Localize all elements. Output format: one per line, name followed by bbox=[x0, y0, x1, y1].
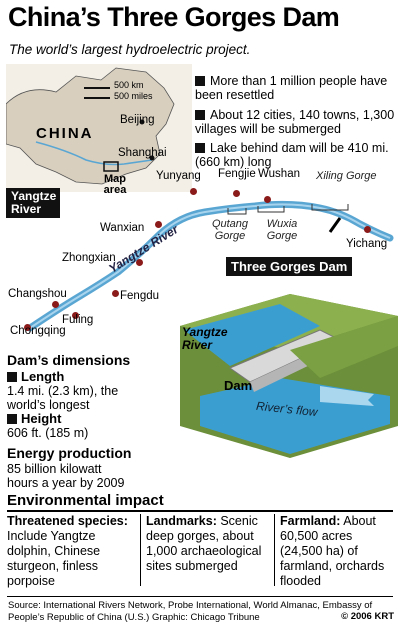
length-value: 1.4 mi. (2.3 km), the world’s longest bbox=[7, 384, 119, 412]
dot-yunyang bbox=[190, 188, 197, 195]
city-yunyang: Yunyang bbox=[156, 170, 201, 182]
env-col-farmland: Farmland: About 60,500 acres (24,500 ha)… bbox=[280, 514, 385, 588]
gorge-xiling: Xiling Gorge bbox=[316, 170, 377, 182]
three-gorges-dam-label: Three Gorges Dam bbox=[226, 257, 353, 276]
bullet-square bbox=[7, 414, 17, 424]
scale-km: 500 km bbox=[114, 80, 144, 90]
dimensions-heading: Dam’s dimensions bbox=[7, 352, 131, 368]
environment-heading: Environmental impact bbox=[7, 492, 164, 509]
diagram-river-label: Yangtze River bbox=[182, 325, 228, 352]
city-fengjie: Fengjie bbox=[218, 168, 256, 180]
copyright: © 2006 KRT bbox=[341, 611, 394, 622]
env-col-landmarks: Landmarks: Scenic deep gorges, about 1,0… bbox=[146, 514, 262, 573]
bullet-square bbox=[195, 76, 205, 86]
fact-submerged: About 12 cities, 140 towns, 1,300 villag… bbox=[195, 108, 395, 136]
city-wushan: Wushan bbox=[258, 168, 300, 180]
bullet-square bbox=[195, 143, 205, 153]
shanghai-label: Shanghai bbox=[118, 147, 167, 159]
locator-map: 500 km 500 miles CHINA Beijing Shanghai … bbox=[5, 64, 192, 196]
city-chongqing: Chongqing bbox=[10, 325, 66, 337]
city-fengdu: Fengdu bbox=[120, 290, 160, 302]
scale-miles: 500 miles bbox=[114, 91, 153, 101]
page-title: China’s Three Gorges Dam bbox=[8, 2, 340, 32]
dot-wushan bbox=[264, 196, 271, 203]
dot-fengdu bbox=[112, 290, 119, 297]
length-label: Length bbox=[7, 370, 64, 384]
river-map: Yunyang Fengjie Wushan Wanxian Zhongxian… bbox=[0, 168, 400, 338]
city-fuling: Fuling bbox=[62, 314, 94, 326]
page-subtitle: The world’s largest hydroelectric projec… bbox=[9, 42, 251, 57]
dot-chongqing bbox=[24, 324, 31, 331]
dot-fengjie bbox=[233, 190, 240, 197]
env-col-species: Threatened species: Include Yangtze dolp… bbox=[7, 514, 128, 588]
bullet-square bbox=[7, 372, 17, 382]
dot-wanxian bbox=[155, 221, 162, 228]
dot-fuling bbox=[72, 312, 79, 319]
dam-diagram-graphic bbox=[180, 294, 398, 458]
fact-lake-length: Lake behind dam will be 410 mi. (660 km)… bbox=[195, 141, 389, 169]
map-area-label: Map area bbox=[103, 173, 127, 196]
locator-river-label: Yangtze River bbox=[6, 188, 60, 218]
graphic-credit: Graphic: Chicago Tribune bbox=[151, 611, 260, 623]
column-divider bbox=[140, 514, 141, 586]
gorge-qutang: Qutang Gorge bbox=[211, 218, 249, 242]
height-value: 606 ft. (185 m) bbox=[7, 426, 89, 440]
footer-rule bbox=[7, 596, 393, 597]
river-map-graphic bbox=[26, 200, 394, 332]
beijing-label: Beijing bbox=[120, 114, 155, 126]
gorge-wuxia: Wuxia Gorge bbox=[266, 218, 298, 242]
diagram-dam-label: Dam bbox=[224, 378, 253, 393]
fact-resettled: More than 1 million people have been res… bbox=[195, 74, 388, 102]
energy-heading: Energy production bbox=[7, 445, 132, 461]
china-map-graphic bbox=[5, 64, 192, 192]
dot-yichang bbox=[364, 226, 371, 233]
source-note: Source: International Rivers Network, Pr… bbox=[8, 600, 373, 623]
country-label: CHINA bbox=[36, 125, 94, 142]
energy-value: 85 billion kilowatt hours a year by 2009 bbox=[7, 462, 125, 490]
city-zhongxian: Zhongxian bbox=[62, 252, 116, 264]
city-yichang: Yichang bbox=[346, 238, 388, 250]
dot-changshou bbox=[52, 301, 59, 308]
dam-diagram: Yangtze River Dam River’s flow bbox=[170, 286, 398, 458]
city-wanxian: Wanxian bbox=[100, 222, 145, 234]
environment-rule bbox=[7, 510, 393, 512]
column-divider bbox=[274, 514, 275, 586]
bullet-square bbox=[195, 110, 205, 120]
dot-zhongxian bbox=[136, 259, 143, 266]
height-label: Height bbox=[7, 412, 61, 426]
city-changshou: Changshou bbox=[8, 288, 67, 300]
